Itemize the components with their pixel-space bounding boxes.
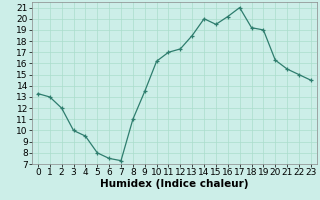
X-axis label: Humidex (Indice chaleur): Humidex (Indice chaleur) <box>100 179 249 189</box>
